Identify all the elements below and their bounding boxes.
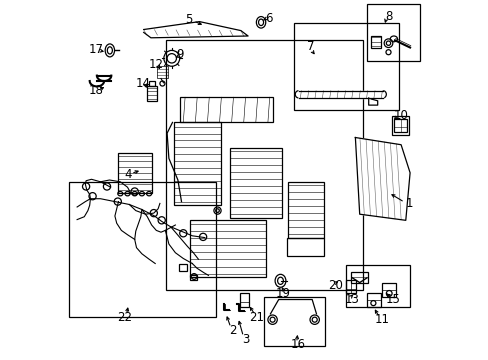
Bar [146,86,157,101]
Bar [393,119,407,132]
Bar [370,36,381,48]
Bar [286,238,323,256]
Bar [350,272,367,283]
Text: 7: 7 [307,40,314,53]
Text: 11: 11 [374,313,389,326]
Bar [294,23,398,110]
Text: 3: 3 [242,333,249,346]
Text: 16: 16 [290,338,305,351]
Text: 12: 12 [148,58,163,71]
Text: 22: 22 [117,311,132,324]
Text: 8: 8 [384,10,391,23]
Text: 19: 19 [275,287,290,300]
Text: 17: 17 [88,43,103,56]
Bar [264,297,324,346]
Text: 4: 4 [124,168,132,181]
Bar [366,293,380,307]
Text: 14: 14 [135,77,150,90]
Text: 21: 21 [249,311,264,324]
Text: 9: 9 [176,48,184,61]
Text: 1: 1 [405,197,412,210]
Bar [346,265,409,307]
Bar [189,275,197,280]
Bar [174,122,221,205]
Bar [148,81,155,86]
Bar [346,280,355,293]
Bar [157,66,168,78]
Polygon shape [143,22,247,38]
Bar [240,293,249,307]
Bar [366,4,419,61]
Bar [118,153,152,193]
Text: 15: 15 [385,293,400,306]
Text: 5: 5 [184,13,192,26]
Polygon shape [355,138,409,220]
Text: 10: 10 [393,109,407,122]
Bar [287,182,323,238]
Bar [381,283,396,297]
Text: 18: 18 [88,84,103,97]
Text: 6: 6 [264,12,272,24]
Bar [230,148,282,218]
Text: 2: 2 [229,324,236,337]
Bar [179,264,186,271]
Bar [69,182,215,317]
Bar [179,97,273,122]
Bar [391,116,408,135]
Text: 20: 20 [327,279,342,292]
Bar [190,220,265,277]
Text: 13: 13 [344,293,359,306]
Bar [166,40,363,290]
Polygon shape [298,91,382,98]
